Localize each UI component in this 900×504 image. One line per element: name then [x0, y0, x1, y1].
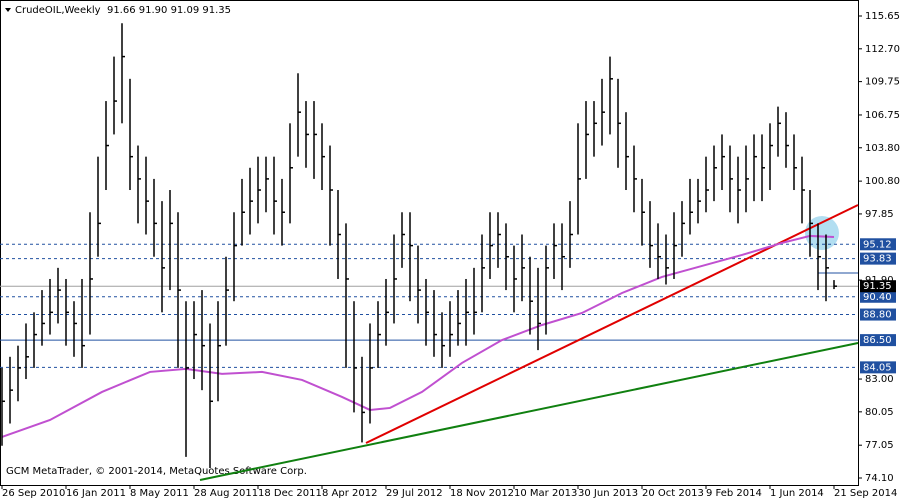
- highlight: [805, 216, 839, 250]
- y-tick-label: 100.80: [865, 176, 900, 187]
- level-label: 95.12: [863, 239, 892, 250]
- y-tick-label: 77.05: [865, 440, 894, 451]
- x-tick-label: 16 Jan 2011: [66, 488, 126, 499]
- moving-average: [1, 234, 835, 438]
- x-tick-label: 8 Apr 2012: [322, 488, 377, 499]
- y-tick-label: 109.75: [865, 77, 900, 88]
- level-label-box: [860, 334, 896, 347]
- trendline: [199, 342, 859, 481]
- y-tick-label: 112.70: [865, 44, 900, 55]
- y-tick-label: 103.80: [865, 143, 900, 154]
- x-tick-label: 21 Sep 2014: [834, 488, 897, 499]
- x-tick-label: 28 Aug 2011: [194, 488, 258, 499]
- level-label-box: [860, 238, 896, 251]
- last-price-label: 91.35: [863, 281, 892, 292]
- y-tick-label: 80.05: [865, 407, 894, 418]
- y-tick-label: 115.65: [865, 11, 900, 22]
- level-label: 86.50: [863, 335, 892, 346]
- footer: GCM MetaTrader, © 2001-2014, MetaQuotes …: [6, 466, 307, 477]
- menu-arrow: [5, 8, 11, 12]
- x-tick-label: 18 Dec 2011: [258, 488, 322, 499]
- level-label: 90.40: [863, 292, 892, 303]
- x-tick-label: 26 Sep 2010: [2, 488, 65, 499]
- plot-frame: [0, 0, 859, 486]
- x-tick-label: 30 Jun 2013: [578, 488, 638, 499]
- chart-title: CrudeOIL,Weekly 91.66 91.90 91.09 91.35: [15, 5, 231, 16]
- level-label-box: [860, 361, 896, 374]
- level-label: 88.80: [863, 310, 892, 321]
- y-tick-label: 106.75: [865, 110, 900, 121]
- y-tick-label: 74.10: [865, 473, 894, 484]
- x-tick-label: 8 May 2011: [130, 488, 189, 499]
- last-price-box: [860, 280, 896, 293]
- x-tick-label: 10 Mar 2013: [514, 488, 577, 499]
- x-tick-label: 29 Jul 2012: [386, 488, 443, 499]
- y-tick-label: 97.85: [865, 209, 894, 220]
- x-tick-label: 18 Nov 2012: [450, 488, 514, 499]
- x-tick-label: 9 Feb 2014: [706, 488, 762, 499]
- level-label-box: [860, 252, 896, 265]
- x-tick-label: 20 Oct 2013: [642, 488, 704, 499]
- level-label-box: [860, 308, 896, 321]
- level-label: 93.83: [863, 254, 892, 265]
- level-label-box: [860, 290, 896, 303]
- y-tick-label: 83.00: [865, 374, 894, 385]
- level-label: 84.05: [863, 362, 892, 373]
- x-tick-label: 1 Jun 2014: [770, 488, 824, 499]
